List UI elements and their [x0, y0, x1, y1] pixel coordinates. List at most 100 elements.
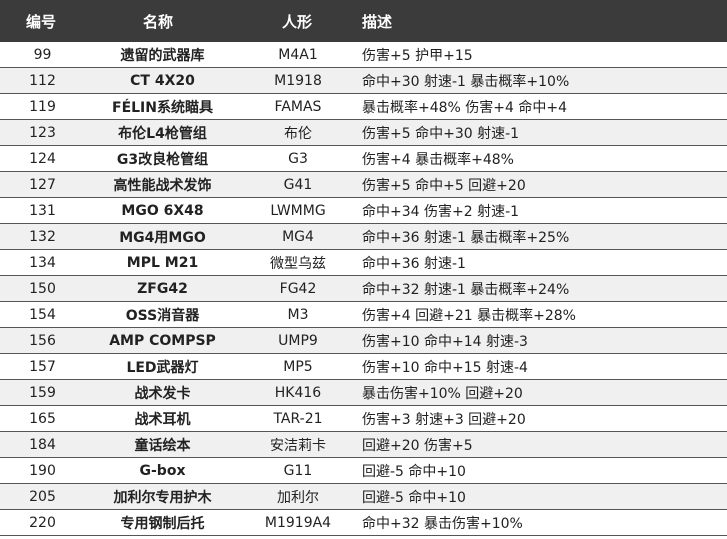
row-id: 99 [0, 42, 85, 68]
doll-name: G11 [240, 457, 356, 484]
description: 伤害+10 命中+14 射速-3 [356, 327, 727, 354]
item-name: 专用钢制后托 [85, 509, 240, 536]
description: 伤害+5 命中+5 回避+20 [356, 171, 727, 198]
doll-name: MG4 [240, 223, 356, 250]
doll-name: G41 [240, 171, 356, 198]
row-id: 127 [0, 171, 85, 198]
table-row: 131 MGO 6X48 LWMMG 命中+34 伤害+2 射速-1 [0, 197, 727, 224]
table-row: 190 G-box G11 回避-5 命中+10 [0, 457, 727, 484]
description: 回避-5 命中+10 [356, 457, 727, 484]
doll-name: MP5 [240, 353, 356, 380]
doll-name: TAR-21 [240, 405, 356, 432]
table-row: 124 G3改良枪管组 G3 伤害+4 暴击概率+48% [0, 145, 727, 172]
item-name: 高性能战术发饰 [85, 171, 240, 198]
item-name: 战术发卡 [85, 379, 240, 406]
doll-name: M1918 [240, 67, 356, 94]
row-id: 156 [0, 327, 85, 354]
description: 命中+32 射速-1 暴击概率+24% [356, 275, 727, 302]
description: 伤害+5 护甲+15 [356, 42, 727, 68]
description: 暴击伤害+10% 回避+20 [356, 379, 727, 406]
doll-name: 安洁莉卡 [240, 431, 356, 458]
table-row: 134 MPL M21 微型乌兹 命中+36 射速-1 [0, 249, 727, 276]
description: 命中+32 暴击伤害+10% [356, 509, 727, 536]
description: 命中+34 伤害+2 射速-1 [356, 197, 727, 224]
doll-name: M1919A4 [240, 509, 356, 536]
doll-name: LWMMG [240, 197, 356, 224]
doll-name: 加利尔 [240, 483, 356, 510]
table-row: 132 MG4用MGO MG4 命中+36 射速-1 暴击概率+25% [0, 223, 727, 250]
description: 回避-5 命中+10 [356, 483, 727, 510]
doll-name: FG42 [240, 275, 356, 302]
item-name: FÉLIN系统瞄具 [85, 93, 240, 120]
table-row: 150 ZFG42 FG42 命中+32 射速-1 暴击概率+24% [0, 275, 727, 302]
table-row: 165 战术耳机 TAR-21 伤害+3 射速+3 回避+20 [0, 405, 727, 432]
description: 伤害+5 命中+30 射速-1 [356, 119, 727, 146]
item-name: AMP COMPSP [85, 327, 240, 354]
doll-name: 微型乌兹 [240, 249, 356, 276]
doll-name: M3 [240, 301, 356, 328]
table-row: 156 AMP COMPSP UMP9 伤害+10 命中+14 射速-3 [0, 327, 727, 354]
doll-name: G3 [240, 145, 356, 172]
table-row: 184 童话绘本 安洁莉卡 回避+20 伤害+5 [0, 431, 727, 458]
description: 伤害+10 命中+15 射速-4 [356, 353, 727, 380]
row-id: 190 [0, 457, 85, 484]
row-id: 112 [0, 67, 85, 94]
row-id: 165 [0, 405, 85, 432]
description: 回避+20 伤害+5 [356, 431, 727, 458]
header-cell: 名称 [85, 0, 240, 42]
item-name: 战术耳机 [85, 405, 240, 432]
item-name: MPL M21 [85, 249, 240, 276]
doll-name: UMP9 [240, 327, 356, 354]
row-id: 157 [0, 353, 85, 380]
row-id: 134 [0, 249, 85, 276]
header-cell: 描述 [356, 0, 727, 42]
doll-name: FAMAS [240, 93, 356, 120]
item-name: 童话绘本 [85, 431, 240, 458]
description: 伤害+4 暴击概率+48% [356, 145, 727, 172]
table-body: 99 遗留的武器库 M4A1 伤害+5 护甲+15 112 CT 4X20 M1918 命中+… [0, 42, 727, 536]
row-id: 184 [0, 431, 85, 458]
header-cell: 人形 [240, 0, 356, 42]
item-name: CT 4X20 [85, 67, 240, 94]
item-name: G3改良枪管组 [85, 145, 240, 172]
row-id: 124 [0, 145, 85, 172]
table-row: 159 战术发卡 HK416 暴击伤害+10% 回避+20 [0, 379, 727, 406]
table-row: 99 遗留的武器库 M4A1 伤害+5 护甲+15 [0, 42, 727, 68]
item-name: MGO 6X48 [85, 197, 240, 224]
item-name: 布伦L4枪管组 [85, 119, 240, 146]
row-id: 220 [0, 509, 85, 536]
description: 命中+30 射速-1 暴击概率+10% [356, 67, 727, 94]
row-id: 154 [0, 301, 85, 328]
header-row: 编号 名称 人形 描述 [0, 0, 727, 42]
table-row: 127 高性能战术发饰 G41 伤害+5 命中+5 回避+20 [0, 171, 727, 198]
table-row: 220 专用钢制后托 M1919A4 命中+32 暴击伤害+10% [0, 509, 727, 536]
row-id: 119 [0, 93, 85, 120]
table-row: 154 OSS消音器 M3 伤害+4 回避+21 暴击概率+28% [0, 301, 727, 328]
item-name: ZFG42 [85, 275, 240, 302]
description: 命中+36 射速-1 暴击概率+25% [356, 223, 727, 250]
row-id: 123 [0, 119, 85, 146]
item-name: MG4用MGO [85, 223, 240, 250]
doll-name: HK416 [240, 379, 356, 406]
table-row: 205 加利尔专用护木 加利尔 回避-5 命中+10 [0, 483, 727, 510]
table-row: 112 CT 4X20 M1918 命中+30 射速-1 暴击概率+10% [0, 67, 727, 94]
header-cell: 编号 [0, 0, 85, 42]
row-id: 205 [0, 483, 85, 510]
description: 伤害+3 射速+3 回避+20 [356, 405, 727, 432]
item-name: OSS消音器 [85, 301, 240, 328]
description: 暴击概率+48% 伤害+4 命中+4 [356, 93, 727, 120]
description: 伤害+4 回避+21 暴击概率+28% [356, 301, 727, 328]
description: 命中+36 射速-1 [356, 249, 727, 276]
table-row: 157 LED武器灯 MP5 伤害+10 命中+15 射速-4 [0, 353, 727, 380]
table-row: 123 布伦L4枪管组 布伦 伤害+5 命中+30 射速-1 [0, 119, 727, 146]
row-id: 131 [0, 197, 85, 224]
row-id: 132 [0, 223, 85, 250]
table-row: 119 FÉLIN系统瞄具 FAMAS 暴击概率+48% 伤害+4 命中+4 [0, 93, 727, 120]
item-name: LED武器灯 [85, 353, 240, 380]
item-name: G-box [85, 457, 240, 484]
doll-name: M4A1 [240, 42, 356, 68]
item-name: 遗留的武器库 [85, 42, 240, 68]
item-name: 加利尔专用护木 [85, 483, 240, 510]
